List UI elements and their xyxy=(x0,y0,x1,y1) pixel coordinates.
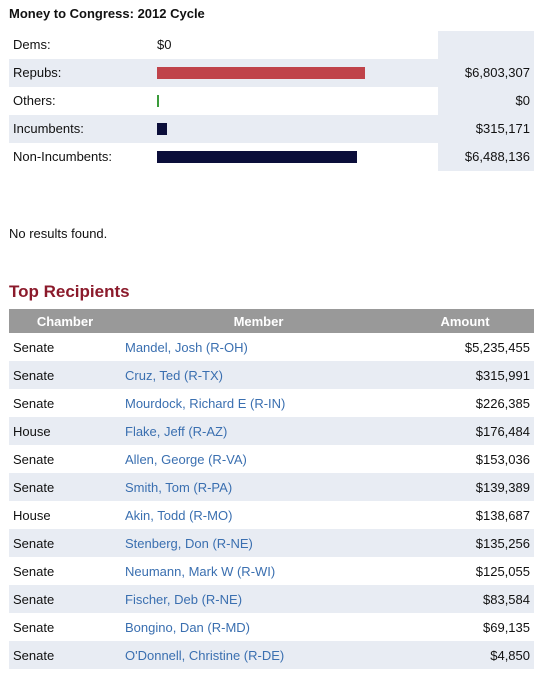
cell-chamber: House xyxy=(13,507,51,523)
cell-amount: $125,055 xyxy=(475,563,530,579)
cell-amount: $153,036 xyxy=(475,451,530,467)
no-results-message: No results found. xyxy=(9,226,108,241)
summary-amount: $0 xyxy=(157,37,172,52)
top-recipients-table: Chamber Member Amount Senate Mandel, Josh… xyxy=(9,309,534,669)
table-row: House Flake, Jeff (R-AZ) $176,484 xyxy=(9,417,534,445)
cell-member: Neumann, Mark W (R-WI) xyxy=(121,557,396,585)
summary-label: Incumbents: xyxy=(13,121,84,136)
table-row: Senate Stenberg, Don (R-NE) $135,256 xyxy=(9,529,534,557)
table-row: Senate Allen, George (R-VA) $153,036 xyxy=(9,445,534,473)
member-link[interactable]: Stenberg, Don (R-NE) xyxy=(125,535,253,551)
table-row: Senate Mandel, Josh (R-OH) $5,235,455 xyxy=(9,333,534,361)
cell-member: O'Donnell, Christine (R-DE) xyxy=(121,641,396,669)
table-row: Senate Mourdock, Richard E (R-IN) $226,385 xyxy=(9,389,534,417)
summary-bar-track xyxy=(157,87,438,115)
table-row: Senate Neumann, Mark W (R-WI) $125,055 xyxy=(9,557,534,585)
cell-chamber: Senate xyxy=(9,361,121,389)
cell-chamber: Senate xyxy=(9,529,121,557)
amount-column-shade xyxy=(438,143,534,171)
summary-amount: $6,488,136 xyxy=(464,149,530,164)
amount-column-shade xyxy=(438,31,534,59)
money-summary-table: Dems: $0 Repubs: $6,803,307 Others: $0 Incumbe… xyxy=(9,31,534,171)
cell-amount: $315,991 xyxy=(396,361,534,389)
table-row: House Akin, Todd (R-MO) $138,687 xyxy=(9,501,534,529)
member-link[interactable]: O'Donnell, Christine (R-DE) xyxy=(125,647,285,663)
member-link[interactable]: Bongino, Dan (R-MD) xyxy=(125,619,250,635)
table-header-row: Chamber Member Amount xyxy=(9,309,534,333)
section-title: Money to Congress: 2012 Cycle xyxy=(9,6,205,21)
cell-chamber: Senate xyxy=(13,563,55,579)
cell-chamber: Senate xyxy=(9,473,121,501)
summary-label: Non-Incumbents: xyxy=(13,149,112,164)
summary-bar-track xyxy=(157,143,438,171)
cell-member: Mandel, Josh (R-OH) xyxy=(121,333,396,361)
column-header-member[interactable]: Member xyxy=(121,309,396,333)
cell-member: Fischer, Deb (R-NE) xyxy=(121,585,396,613)
member-link[interactable]: Allen, George (R-VA) xyxy=(125,451,247,467)
cell-chamber: Senate xyxy=(13,395,55,411)
summary-row: Dems: $0 xyxy=(9,31,534,59)
member-link[interactable]: Smith, Tom (R-PA) xyxy=(125,479,233,495)
summary-amount: $315,171 xyxy=(475,121,530,136)
member-link[interactable]: Cruz, Ted (R-TX) xyxy=(125,367,223,383)
cell-amount: $139,389 xyxy=(396,473,534,501)
cell-chamber: Senate xyxy=(9,641,121,669)
member-link[interactable]: Neumann, Mark W (R-WI) xyxy=(125,563,276,579)
cell-amount: $176,484 xyxy=(396,417,534,445)
summary-row: Repubs: $6,803,307 xyxy=(9,59,534,87)
cell-member: Mourdock, Richard E (R-IN) xyxy=(121,389,396,417)
member-link[interactable]: Mourdock, Richard E (R-IN) xyxy=(125,395,286,411)
member-link[interactable]: Mandel, Josh (R-OH) xyxy=(125,339,248,355)
summary-bar-track xyxy=(157,59,438,87)
cell-chamber: Senate xyxy=(13,451,55,467)
cell-chamber: Senate xyxy=(13,339,55,355)
top-recipients-title: Top Recipients xyxy=(9,282,130,301)
cell-chamber: Senate xyxy=(13,619,55,635)
summary-bar xyxy=(157,67,365,79)
table-row: Senate O'Donnell, Christine (R-DE) $4,850 xyxy=(9,641,534,669)
cell-member: Stenberg, Don (R-NE) xyxy=(121,529,396,557)
amount-column-shade xyxy=(438,87,534,115)
cell-member: Cruz, Ted (R-TX) xyxy=(121,361,396,389)
table-row: Senate Smith, Tom (R-PA) $139,389 xyxy=(9,473,534,501)
cell-amount: $226,385 xyxy=(475,395,530,411)
cell-member: Flake, Jeff (R-AZ) xyxy=(121,417,396,445)
cell-amount: $69,135 xyxy=(483,619,530,635)
summary-label: Dems: xyxy=(13,37,51,52)
summary-bar-track xyxy=(157,115,438,143)
cell-chamber: Senate xyxy=(9,585,121,613)
summary-row: Non-Incumbents: $6,488,136 xyxy=(9,143,534,171)
summary-bar xyxy=(157,123,167,135)
cell-amount: $83,584 xyxy=(396,585,534,613)
cell-amount: $4,850 xyxy=(396,641,534,669)
cell-amount: $135,256 xyxy=(396,529,534,557)
summary-row: Incumbents: $315,171 xyxy=(9,115,534,143)
summary-amount: $0 xyxy=(515,93,530,108)
member-link[interactable]: Fischer, Deb (R-NE) xyxy=(125,591,243,607)
column-header-amount[interactable]: Amount xyxy=(396,309,534,333)
table-row: Senate Fischer, Deb (R-NE) $83,584 xyxy=(9,585,534,613)
cell-member: Smith, Tom (R-PA) xyxy=(121,473,396,501)
summary-bar-track xyxy=(157,31,438,59)
summary-label: Repubs: xyxy=(13,65,62,80)
summary-row: Others: $0 xyxy=(9,87,534,115)
summary-bar xyxy=(157,151,357,163)
column-header-chamber[interactable]: Chamber xyxy=(9,309,121,333)
summary-label: Others: xyxy=(13,93,56,108)
cell-member: Bongino, Dan (R-MD) xyxy=(121,613,396,641)
member-link[interactable]: Flake, Jeff (R-AZ) xyxy=(125,423,228,439)
cell-chamber: House xyxy=(9,417,121,445)
table-row: Senate Bongino, Dan (R-MD) $69,135 xyxy=(9,613,534,641)
cell-amount: $138,687 xyxy=(475,507,530,523)
summary-amount: $6,803,307 xyxy=(464,65,530,80)
cell-member: Allen, George (R-VA) xyxy=(121,445,396,473)
member-link[interactable]: Akin, Todd (R-MO) xyxy=(125,507,233,523)
summary-bar xyxy=(157,95,159,107)
cell-amount: $5,235,455 xyxy=(464,339,530,355)
cell-member: Akin, Todd (R-MO) xyxy=(121,501,396,529)
table-row: Senate Cruz, Ted (R-TX) $315,991 xyxy=(9,361,534,389)
